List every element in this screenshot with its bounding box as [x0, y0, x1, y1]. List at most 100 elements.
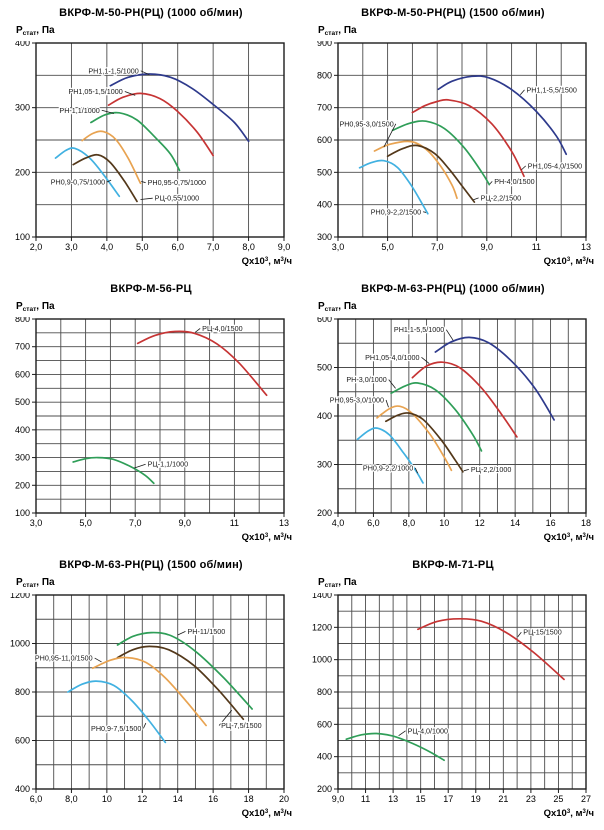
series-label: РН0,95-3,0/1000 — [330, 395, 384, 404]
series-label-leader — [385, 399, 389, 408]
y-tick-label: 700 — [15, 342, 30, 352]
series-label-leader — [422, 211, 427, 213]
x-tick-label: 2,0 — [30, 242, 43, 252]
x-axis-label: Qх103, м3/ч — [242, 256, 292, 267]
series-label: РН0,95-3,0/1500 — [339, 119, 393, 128]
series-label: РЦ-4,0/1500 — [202, 324, 242, 333]
series-label: РН1,1-5,5/1000 — [394, 325, 444, 334]
series-label-leader — [194, 328, 201, 333]
x-tick-label: 7,0 — [129, 518, 142, 528]
series-label-leader — [143, 722, 147, 729]
series-curve — [386, 144, 476, 203]
y-tick-label: 1400 — [312, 593, 332, 600]
y-tick-label: 400 — [15, 425, 30, 435]
y-tick-label: 300 — [15, 453, 30, 463]
x-tick-label: 13 — [279, 518, 289, 528]
series-label-leader — [101, 109, 115, 114]
x-tick-label: 5,0 — [79, 518, 92, 528]
series-label: РН0,95-11,0/1500 — [35, 654, 93, 663]
x-tick-label: 16 — [208, 794, 218, 804]
chart-panel-2: ВКРФ-М-50-РН(РЦ) (1500 об/мин) Рстат, Па 3… — [302, 0, 604, 276]
x-tick-label: 12 — [475, 518, 485, 528]
x-ticks: 3,0 5,0 7,0 9,0 11 13 — [30, 513, 289, 528]
series-label: РН0,95-0,75/1000 — [148, 178, 206, 187]
x-tick-label: 23 — [526, 794, 536, 804]
grid-lines — [338, 595, 586, 789]
series-curve — [411, 98, 525, 178]
grid-lines — [338, 43, 586, 237]
x-axis-label: Qх103, м3/ч — [242, 808, 292, 819]
plot-svg: 2,0 3,0 4,0 5,0 6,0 7,0 8,0 9,0 100 200 300 400 РН1,… — [15, 41, 292, 267]
series-label-leader — [398, 730, 406, 736]
y-axis-label: Рстат, Па — [318, 25, 357, 37]
plot-svg: 9,0 11 13 15 17 19 21 23 25 27 200 400 600 800 1000 120… — [312, 593, 594, 819]
x-tick-label: 13 — [581, 242, 591, 252]
chart-panel-5: ВКРФ-М-63-РН(РЦ) (1500 об/мин) Рстат, Па 6… — [0, 552, 302, 828]
series-label: РН1,1-1,5/1000 — [88, 66, 138, 75]
x-tick-label: 16 — [546, 518, 556, 528]
series-curve — [411, 361, 518, 438]
y-tick-label: 600 — [317, 719, 332, 729]
y-tick-label: 800 — [317, 687, 332, 697]
series-curve — [72, 153, 138, 203]
y-tick-label: 500 — [317, 363, 332, 373]
y-ticks: 300 400 500 600 700 800 900 — [317, 41, 338, 242]
x-tick-label: 6,0 — [367, 518, 380, 528]
series-label: РН0,9-2,2/1000 — [363, 463, 413, 472]
series-label: РН0,9-2,2/1500 — [371, 207, 421, 216]
x-tick-label: 9,0 — [179, 518, 192, 528]
x-tick-label: 9,0 — [332, 794, 345, 804]
series-label-leader — [140, 70, 150, 76]
series-label-leader — [414, 467, 419, 474]
chart-title: ВКРФ-М-63-РН(РЦ) (1500 об/мин) — [59, 559, 243, 571]
series-curve — [373, 140, 458, 200]
series-label: РН-3,0/1000 — [346, 375, 386, 384]
series-curve — [90, 111, 181, 172]
y-tick-label: 200 — [317, 508, 332, 518]
x-tick-label: 20 — [279, 794, 289, 804]
series-curve — [417, 617, 565, 681]
y-tick-label: 800 — [15, 317, 30, 324]
series-label-leader — [133, 463, 146, 469]
y-tick-label: 500 — [15, 397, 30, 407]
series-curve — [390, 382, 483, 452]
x-tick-label: 8,0 — [65, 794, 78, 804]
y-tick-label: 800 — [15, 687, 30, 697]
x-ticks: 3,0 5,0 7,0 9,0 11 13 — [332, 237, 591, 252]
plot-frame — [35, 318, 285, 514]
series-curve — [107, 92, 214, 157]
y-tick-label: 400 — [317, 411, 332, 421]
x-tick-label: 4,0 — [101, 242, 114, 252]
series-curve — [356, 427, 424, 484]
y-tick-label: 1000 — [312, 655, 332, 665]
series-label: РН0,9-7,5/1500 — [91, 724, 141, 733]
y-axis-label: Рстат, Па — [16, 301, 55, 313]
series-label: РЦ-15/1500 — [523, 628, 562, 637]
y-tick-label: 800 — [317, 70, 332, 80]
series-curve — [384, 412, 464, 473]
series-curve — [72, 456, 155, 485]
series-curve — [109, 73, 250, 143]
x-tick-label: 5,0 — [381, 242, 394, 252]
x-tick-label: 19 — [471, 794, 481, 804]
y-tick-label: 200 — [317, 784, 332, 794]
series-label: РН1,1-5,5/1500 — [526, 85, 576, 94]
plot-svg: 3,0 5,0 7,0 9,0 11 13 300 400 500 600 700 800 900 РН1… — [317, 41, 594, 267]
y-tick-label: 400 — [317, 200, 332, 210]
series-curve — [136, 330, 268, 397]
plot-svg: 6,0 8,0 10 12 14 16 18 20 400 600 800 1000 1200 РН-11… — [10, 593, 292, 819]
x-tick-label: 21 — [498, 794, 508, 804]
series-label-leader — [489, 181, 493, 185]
y-axis-label: Рстат, Па — [16, 577, 55, 589]
x-tick-label: 17 — [443, 794, 453, 804]
series-label: РЦ-1,1/1000 — [148, 460, 188, 469]
grid-lines — [36, 319, 284, 513]
y-tick-label: 200 — [15, 480, 30, 490]
y-tick-label: 600 — [15, 369, 30, 379]
x-tick-label: 4,0 — [332, 518, 345, 528]
x-axis-label: Qх103, м3/ч — [242, 532, 292, 543]
y-ticks: 100 200 300 400 — [15, 41, 36, 242]
series-label: РН-11/1500 — [187, 627, 225, 636]
series-curve — [391, 120, 491, 186]
